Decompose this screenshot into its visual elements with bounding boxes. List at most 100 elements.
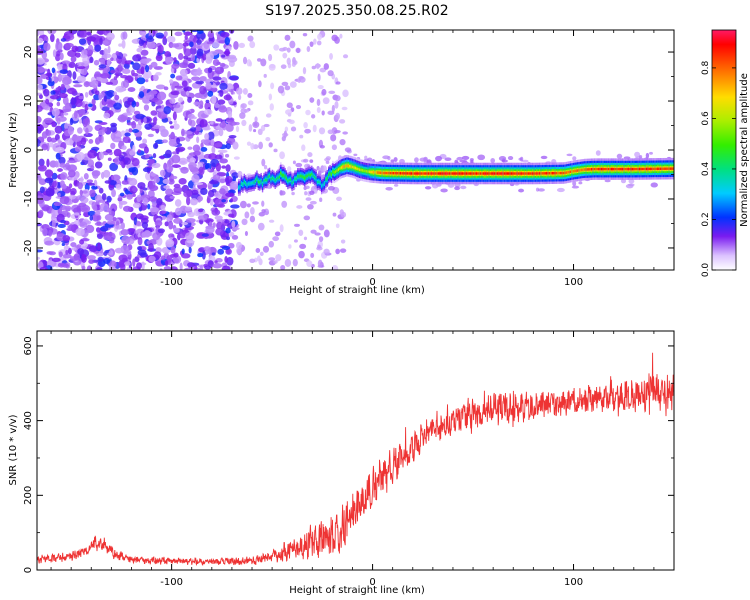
noise-speckle (148, 255, 156, 263)
noise-speckle (286, 47, 291, 53)
noise-speckle (100, 72, 110, 79)
noise-speckle (51, 122, 57, 128)
noise-speckle (105, 149, 113, 153)
signal-track-segment (282, 174, 285, 177)
noise-speckle (431, 182, 439, 189)
signal-track-segment (396, 172, 399, 175)
noise-speckle (47, 68, 51, 78)
noise-speckle (115, 67, 119, 75)
noise-speckle (521, 159, 529, 163)
noise-speckle (97, 129, 105, 136)
signal-track-segment (550, 172, 552, 175)
noise-speckle (187, 96, 192, 103)
noise-speckle (295, 47, 301, 54)
noise-speckle (299, 76, 306, 83)
noise-speckle (227, 56, 238, 63)
noise-speckle (309, 190, 315, 195)
noise-speckle (172, 104, 181, 109)
noise-speckle (56, 41, 63, 51)
noise-speckle (303, 215, 311, 221)
noise-speckle (122, 136, 131, 144)
noise-speckle (131, 100, 137, 108)
noise-speckle (262, 245, 270, 253)
noise-speckle (70, 188, 77, 195)
signal-track-segment (471, 172, 473, 175)
noise-speckle (295, 104, 302, 110)
signal-track-segment (246, 183, 248, 187)
signal-track-segment (268, 174, 271, 178)
noise-speckle (80, 137, 87, 146)
noise-speckle (385, 186, 393, 191)
noise-speckle (204, 163, 212, 170)
noise-speckle (87, 49, 93, 55)
signal-track-segment (309, 173, 312, 177)
noise-speckle (51, 107, 60, 117)
signal-track-segment (636, 167, 638, 171)
signal-track-segment (478, 172, 480, 175)
noise-speckle (261, 200, 265, 207)
noise-speckle (94, 44, 102, 52)
noise-speckle (108, 250, 114, 256)
signal-track-segment (589, 168, 592, 171)
signal-track-segment (253, 181, 255, 184)
signal-track-segment (342, 165, 344, 169)
noise-speckle (94, 161, 103, 169)
noise-speckle (94, 90, 100, 96)
signal-track-segment (415, 172, 417, 175)
spectrogram-y-axis-label: Frequency (Hz) (8, 112, 19, 188)
signal-track-segment (602, 167, 604, 171)
noise-speckle (240, 103, 247, 109)
noise-speckle (101, 40, 110, 45)
noise-speckle (96, 221, 102, 226)
noise-speckle (292, 160, 296, 165)
signal-track-segment (654, 167, 656, 171)
noise-speckle (43, 42, 51, 51)
noise-speckle (78, 109, 86, 115)
noise-speckle (197, 214, 208, 221)
signal-track-segment (284, 175, 286, 178)
noise-speckle (137, 246, 143, 251)
noise-speckle (179, 68, 188, 77)
signal-track-segment (479, 172, 482, 175)
noise-speckle (444, 157, 452, 162)
noise-speckle (286, 57, 291, 65)
noise-speckle (160, 204, 166, 210)
noise-speckle (181, 221, 189, 226)
noise-speckle (86, 36, 97, 42)
noise-speckle (128, 177, 138, 186)
noise-speckle (91, 98, 96, 106)
noise-speckle (313, 186, 317, 190)
noise-speckle (76, 205, 82, 212)
noise-speckle (306, 260, 313, 267)
noise-speckle (98, 64, 107, 69)
noise-speckle (225, 164, 231, 172)
signal-track-segment (541, 172, 544, 175)
figure-title: S197.2025.350.08.25.R02 (265, 3, 448, 19)
noise-speckle (74, 52, 81, 58)
noise-speckle (75, 227, 85, 237)
noise-speckle (258, 80, 262, 88)
noise-speckle (255, 248, 261, 253)
noise-speckle (318, 224, 325, 231)
noise-speckle (209, 198, 214, 206)
signal-track-segment (461, 172, 463, 175)
noise-speckle (172, 123, 180, 130)
signal-track-segment (531, 172, 534, 175)
noise-speckle (136, 213, 144, 220)
noise-speckle (224, 219, 230, 224)
noise-speckle (203, 109, 213, 115)
noise-speckle (280, 64, 287, 69)
noise-speckle (57, 223, 66, 229)
signal-track-segment (315, 176, 317, 180)
signal-track-segment (640, 167, 642, 171)
noise-speckle (138, 91, 145, 98)
noise-speckle (178, 62, 189, 69)
noise-speckle (414, 157, 419, 163)
noise-speckle (188, 162, 197, 169)
noise-speckle (170, 246, 176, 254)
noise-speckle (595, 150, 601, 156)
signal-track-segment (664, 167, 666, 170)
noise-speckle (201, 126, 211, 131)
noise-speckle (310, 229, 317, 234)
signal-track-segment (643, 167, 645, 171)
